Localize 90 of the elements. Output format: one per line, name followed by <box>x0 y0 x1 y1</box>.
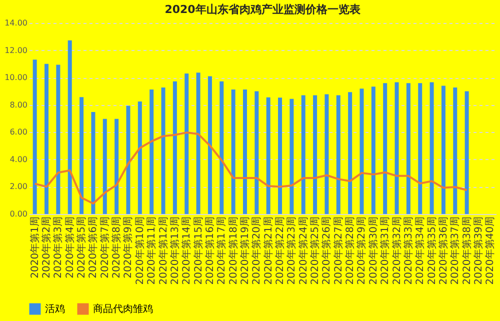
y-tick-label: 10.00 <box>4 73 28 82</box>
bar <box>114 118 119 214</box>
bar <box>313 95 318 214</box>
bar <box>138 101 142 214</box>
bar <box>336 95 340 214</box>
bar <box>254 91 259 214</box>
x-tick-label: 2020年第31周 <box>379 216 392 285</box>
bar <box>301 95 306 214</box>
bar <box>68 40 72 214</box>
bar <box>196 72 200 214</box>
bar <box>91 112 96 214</box>
chart-title: 2020年山东省肉鸡产业监测价格一览表 <box>164 3 362 16</box>
x-tick-label: 2020年第32周 <box>390 216 403 285</box>
y-tick-label: 14.00 <box>4 18 28 28</box>
bar <box>266 97 270 214</box>
bar <box>80 97 84 214</box>
x-tick-label: 2020年第24周 <box>297 216 310 285</box>
x-tick-label: 2020年第9周 <box>122 216 134 278</box>
bar <box>172 81 177 214</box>
bar <box>220 81 224 214</box>
y-tick-label: 4.00 <box>10 154 28 164</box>
x-tick-label: 2020年第25周 <box>309 216 322 285</box>
x-tick-label: 2020年第3周 <box>52 216 64 278</box>
y-tick-label: 0.00 <box>10 210 28 218</box>
bar <box>406 83 410 214</box>
x-tick-label: 2020年第4周 <box>64 216 76 278</box>
x-tick-label: 2020年第33周 <box>402 216 414 285</box>
x-tick-label: 2020年第39周 <box>472 216 484 285</box>
bar <box>102 118 107 214</box>
y-tick-label: 8.00 <box>10 100 28 110</box>
x-tick-label: 2020年第30周 <box>367 216 380 285</box>
x-tick-label: 2020年第20周 <box>250 216 263 285</box>
bar <box>360 88 364 214</box>
bar <box>278 98 282 214</box>
x-tick-label: 2020年第36周 <box>437 216 450 285</box>
bar <box>184 73 189 214</box>
bar <box>464 91 469 214</box>
line-series <box>34 132 468 204</box>
bar <box>126 106 130 214</box>
x-tick-label: 2020年第8周 <box>110 216 123 278</box>
x-tick-label: 2020年第14周 <box>180 216 193 285</box>
bar <box>231 89 236 214</box>
x-tick-label: 2020年第17周 <box>216 216 228 285</box>
bar <box>441 86 446 214</box>
bar <box>44 64 49 214</box>
x-tick-label: 2020年第12周 <box>157 216 170 285</box>
bar <box>242 89 247 214</box>
bar <box>394 82 399 214</box>
x-tick-label: 2020年第7周 <box>98 216 111 278</box>
bar <box>430 82 434 214</box>
x-tick-label: 2020年第16周 <box>204 216 216 285</box>
bar <box>150 89 154 214</box>
x-tick-label: 2020年第37周 <box>449 216 462 285</box>
bar <box>32 60 37 214</box>
bar <box>208 76 212 214</box>
x-tick-label: 2020年第22周 <box>274 216 286 285</box>
y-tick-label: 6.00 <box>10 128 28 137</box>
x-tick-label: 2020年第5周 <box>76 216 88 278</box>
bar <box>371 86 376 214</box>
x-tick-label: 2020年第27周 <box>332 216 344 285</box>
bar <box>383 83 388 214</box>
legend-label: 活鸡 <box>45 303 65 315</box>
x-tick-label: 2020年第13周 <box>168 216 181 285</box>
bar <box>161 88 166 214</box>
bar <box>290 98 294 214</box>
x-tick-label: 2020年第10周 <box>134 216 146 285</box>
x-tick-label: 2020年第40周 <box>484 216 496 285</box>
x-tick-label: 2020年第23周 <box>286 216 298 285</box>
bar <box>324 94 329 214</box>
bar <box>348 92 352 214</box>
x-tick-label: 2020年第6周 <box>87 216 100 278</box>
x-tick-label: 2020年第21周 <box>262 216 274 285</box>
y-tick-label: 12.00 <box>4 46 28 55</box>
x-tick-label: 2020年第2周 <box>40 216 53 278</box>
x-tick-label: 2020年第35周 <box>426 216 438 285</box>
y-tick-label: 2.00 <box>10 182 28 192</box>
x-tick-label: 2020年第1周 <box>28 216 41 278</box>
x-tick-label: 2020年第19周 <box>238 216 251 285</box>
legend-label: 商品代肉雏鸡 <box>93 303 153 315</box>
x-tick-label: 2020年第11周 <box>146 216 158 285</box>
x-tick-label: 2020年第26周 <box>320 216 333 285</box>
x-tick-label: 2020年第28周 <box>344 216 356 285</box>
bar <box>418 83 422 214</box>
bar <box>56 64 60 214</box>
x-tick-label: 2020年第38周 <box>460 216 473 285</box>
x-tick-label: 2020年第34周 <box>414 216 426 285</box>
x-tick-label: 2020年第18周 <box>227 216 240 285</box>
x-tick-label: 2020年第29周 <box>356 216 368 285</box>
bar <box>453 88 458 214</box>
x-tick-label: 2020年第15周 <box>192 216 204 285</box>
